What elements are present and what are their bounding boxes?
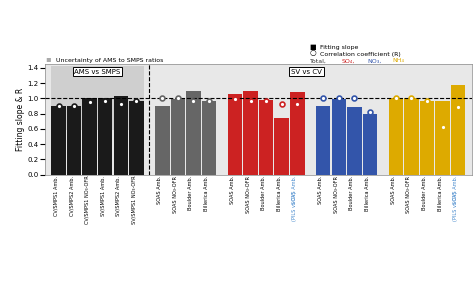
Bar: [347, 107, 362, 175]
Bar: [202, 101, 216, 175]
Bar: [389, 98, 403, 175]
Text: SOAS Amb.: SOAS Amb.: [318, 176, 323, 204]
Text: Fitting slope: Fitting slope: [320, 45, 358, 50]
Bar: [259, 100, 273, 175]
Text: SOAS NO₃-OFR: SOAS NO₃-OFR: [334, 176, 339, 213]
Text: ○: ○: [310, 48, 316, 57]
Text: Total,: Total,: [310, 58, 327, 63]
Text: SOAS Amb.: SOAS Amb.: [453, 176, 458, 204]
Text: SOAS Amb.: SOAS Amb.: [157, 176, 162, 204]
Text: SOAS Amb.: SOAS Amb.: [391, 176, 396, 204]
Text: Boulder Amb.: Boulder Amb.: [189, 176, 193, 210]
Text: Correlation coefficient (R): Correlation coefficient (R): [320, 52, 401, 57]
Text: Billerica Amb.: Billerica Amb.: [204, 176, 209, 211]
Text: SV/SMPS1 Amb.: SV/SMPS1 Amb.: [100, 176, 105, 216]
Bar: [129, 101, 144, 175]
Y-axis label: Fitting slope & R: Fitting slope & R: [16, 88, 25, 151]
Text: Billerica Amb.: Billerica Amb.: [365, 176, 370, 211]
Text: ▪: ▪: [45, 54, 51, 63]
Bar: [420, 101, 434, 175]
Text: SV vs CV: SV vs CV: [291, 69, 322, 75]
Bar: [228, 94, 242, 175]
Text: CV/SMPS2 Amb.: CV/SMPS2 Amb.: [69, 176, 74, 216]
Text: CV/SMPS1 Amb.: CV/SMPS1 Amb.: [54, 176, 58, 216]
Text: (PILS vs CV): (PILS vs CV): [453, 192, 458, 221]
Bar: [155, 106, 170, 175]
Text: Uncertainty of AMS to SMPS ratios: Uncertainty of AMS to SMPS ratios: [56, 58, 163, 63]
Text: NO₃,: NO₃,: [367, 58, 382, 63]
Text: SOAS NO₃-OFR: SOAS NO₃-OFR: [173, 176, 178, 213]
Text: Boulder Amb.: Boulder Amb.: [261, 176, 266, 210]
Text: Billerica Amb.: Billerica Amb.: [438, 176, 443, 211]
Bar: [451, 85, 465, 175]
Bar: [114, 96, 128, 175]
Text: SOAS Amb.: SOAS Amb.: [230, 176, 235, 204]
Bar: [435, 101, 450, 175]
Text: SO₄,: SO₄,: [341, 58, 355, 63]
Bar: [404, 98, 419, 175]
Text: SV/SMPS1 NO₃-OFR: SV/SMPS1 NO₃-OFR: [131, 176, 137, 224]
Bar: [316, 106, 330, 175]
Text: AMS vs SMPS: AMS vs SMPS: [74, 69, 120, 75]
Bar: [331, 99, 346, 175]
Bar: [51, 106, 66, 175]
Bar: [171, 99, 185, 175]
Bar: [274, 118, 289, 175]
Text: Boulder Amb.: Boulder Amb.: [349, 176, 355, 210]
Bar: [243, 91, 258, 175]
Bar: [67, 106, 82, 175]
Text: CV/SMPS1 NO₃-OFR: CV/SMPS1 NO₃-OFR: [85, 176, 90, 224]
Text: SOAS NO₃-OFR: SOAS NO₃-OFR: [246, 176, 251, 213]
Text: Billerica Amb.: Billerica Amb.: [277, 176, 282, 211]
Text: Boulder Amb.: Boulder Amb.: [422, 176, 427, 210]
Text: SV/SMPS2 Amb.: SV/SMPS2 Amb.: [116, 176, 121, 216]
Bar: [290, 92, 304, 175]
Text: SOAS Amb.: SOAS Amb.: [292, 176, 297, 204]
Bar: [363, 114, 377, 175]
Text: (PILS vs CV): (PILS vs CV): [292, 192, 297, 221]
Text: ■: ■: [310, 44, 316, 50]
Bar: [186, 91, 201, 175]
Text: SOAS NO₃-OFR: SOAS NO₃-OFR: [406, 176, 411, 213]
Text: NH₄: NH₄: [392, 58, 405, 63]
Bar: [82, 98, 97, 175]
Bar: [98, 97, 112, 175]
